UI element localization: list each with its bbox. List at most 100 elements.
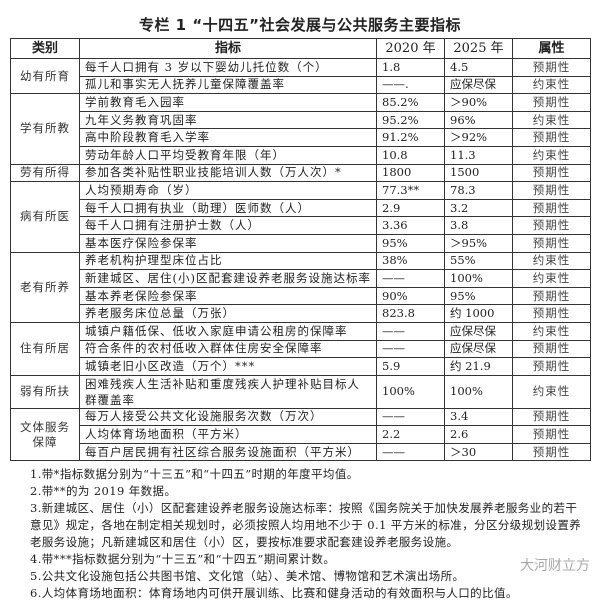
attribute-cell: 预期性 — [512, 163, 591, 183]
indicator-cell: 符合条件的农村低收入群体住房安全保障率 — [79, 339, 377, 359]
category-cell: 弱有所扶 — [10, 374, 80, 409]
footnote: 1.带*指标数据分别为“十三五”和“十四五”时期的年度平均值。 — [30, 467, 359, 481]
table-row: 住有所居 城镇户籍低保、低收入家庭申请公租房的保障率 —— 应保尽保 约束性 — [10, 321, 591, 376]
attribute-cell: 约束性 — [512, 269, 591, 288]
attribute-cell: 预期性 — [512, 58, 591, 77]
indicator-cell: 人均体育场地面积（平方米） — [79, 425, 377, 444]
footnote: 3.新建城区、居住（小）区配套建设养老服务设施达标率：按照《国务院关于加快发展养… — [30, 501, 582, 549]
value-2025-cell: 11.3 — [444, 145, 513, 165]
value-2020-cell: 38% — [376, 251, 445, 271]
value-2020-cell: 2.9 — [376, 198, 445, 218]
value-2025-cell: 3.8 — [444, 216, 513, 235]
value-2025-cell: 约 1000 — [444, 304, 513, 323]
footnote: 5.公共文化设施包括公共图书馆、文化馆（站）、美术馆、博物馆和艺术演出场所。 — [30, 569, 465, 583]
attribute-cell: 预期性 — [512, 442, 591, 462]
indicator-cell: 城镇户籍低保、低收入家庭申请公租房的保障率 — [79, 321, 377, 341]
value-2020-cell: 3.36 — [376, 216, 445, 235]
attribute-cell: 预期性 — [512, 425, 591, 444]
attribute-cell: 预期性 — [512, 198, 591, 218]
value-2020-cell: ——. — [376, 75, 445, 95]
table-row: 每千人口拥有执业（助理）医师数（人） 2.9 3.2 预期性 — [11, 198, 591, 218]
category-cell: 学有所教 — [10, 93, 80, 165]
table-row: 每千人口拥有注册护士数（人） 3.36 3.8 预期性 — [11, 216, 591, 235]
value-2020-cell: —— — [376, 339, 445, 359]
value-2025-cell: ＞92% — [444, 128, 513, 147]
attribute-cell: 约束性 — [512, 251, 591, 271]
indicator-cell: 基本医疗保险参保率 — [79, 233, 377, 253]
table-row: 人均体育场地面积（平方米） 2.2 2.6 预期性 — [11, 425, 591, 444]
indicator-cell: 参加各类补贴性职业技能培训人数（万人次）* — [79, 163, 377, 183]
footnote: 2.带**的为 2019 年数据。 — [30, 484, 177, 498]
table-row: 符合条件的农村低收入群体住房安全保障率 —— 应保尽保 预期性 — [11, 339, 591, 359]
value-2020-cell: 5.9 — [376, 357, 445, 376]
attribute-cell: 约束性 — [512, 110, 591, 130]
footnotes: 1.带*指标数据分别为“十三五”和“十四五”时期的年度平均值。 2.带**的为 … — [30, 466, 585, 602]
table-row: 九年义务教育巩固率 95.2% 96% 约束性 — [11, 110, 591, 130]
value-2025-cell: 96% — [444, 110, 513, 130]
value-2025-cell: 55% — [444, 251, 513, 271]
table-row: 高中阶段教育毛入学率 91.2% ＞92% 预期性 — [11, 128, 591, 147]
category-cell: 文体服务保障 — [10, 407, 80, 462]
value-2020-cell: —— — [376, 269, 445, 288]
header-2020: 2020 年 — [376, 38, 445, 59]
value-2020-cell: 10.8 — [376, 145, 445, 165]
value-2025-cell: 3.4 — [444, 407, 513, 427]
watermark: 大河财立方 — [520, 558, 590, 574]
value-2025-cell: 78.3 — [444, 181, 513, 200]
indicators-table: 类别 指标 2020 年 2025 年 属性 幼有所育 每千人口拥有 3 岁以下婴… — [10, 38, 591, 462]
indicator-cell: 每千人口拥有执业（助理）医师数（人） — [79, 198, 377, 218]
table-row: 老有所养 养老机构护理型床位占比 38% 55% 约束性 — [10, 251, 591, 323]
indicator-cell: 劳动年龄人口平均受教育年限（年） — [79, 145, 377, 165]
category-cell: 老有所养 — [10, 251, 80, 323]
value-2025-cell: ＞90% — [444, 93, 513, 112]
attribute-cell: 预期性 — [512, 233, 591, 253]
value-2025-cell: 100% — [444, 374, 513, 409]
attribute-cell: 预期性 — [512, 216, 591, 235]
value-2025-cell: 应保尽保 — [444, 321, 513, 341]
header-attribute: 属性 — [512, 38, 591, 59]
table-row: 基本医疗保险参保率 95% ＞95% 预期性 — [11, 233, 591, 253]
table-row: 新建城区、居住(小)区配套建设养老服务设施达标率 —— 100% 约束性 — [11, 269, 591, 288]
attribute-cell: 预期性 — [512, 286, 591, 306]
attribute-cell: 预期性 — [512, 407, 591, 427]
indicator-cell: 学前教育毛入园率 — [79, 93, 377, 112]
value-2020-cell: 1.8 — [376, 58, 445, 77]
value-2025-cell: 100% — [444, 269, 513, 288]
value-2025-cell: 2.6 — [444, 425, 513, 444]
footnote: 6.人均体育场地面积：体育场地内可供开展训练、比赛和健身活动的有效面积与人口的比… — [30, 586, 518, 600]
attribute-cell: 约束性 — [512, 321, 591, 341]
value-2025-cell: 约 21.9 — [444, 357, 513, 376]
footnote: 4.带***指标数据分别为“十三五”和“十四五”期间累计数。 — [30, 552, 336, 566]
header-row: 类别 指标 2020 年 2025 年 属性 — [10, 38, 591, 59]
value-2020-cell: 2.2 — [376, 425, 445, 444]
table-row: 劳有所得 参加各类补贴性职业技能培训人数（万人次）* 1800 1500 预期性 — [10, 163, 591, 183]
category-cell: 住有所居 — [10, 321, 80, 376]
value-2025-cell: 3.2 — [444, 198, 513, 218]
category-cell: 病有所医 — [10, 181, 80, 253]
indicator-cell: 人均预期寿命（岁） — [79, 181, 377, 200]
value-2020-cell: 90% — [376, 286, 445, 306]
table-row: 养老服务床位总量（万张） 823.8 约 1000 预期性 — [11, 304, 591, 323]
header-category: 类别 — [10, 38, 80, 59]
indicator-cell: 每万人接受公共文化设施服务次数（万次） — [79, 407, 377, 427]
indicator-cell: 九年义务教育巩固率 — [79, 110, 377, 130]
value-2020-cell: 95% — [376, 233, 445, 253]
indicator-cell: 每百户居民拥有社区综合服务设施面积（平方米） — [79, 442, 377, 462]
value-2025-cell: 95% — [444, 286, 513, 306]
value-2020-cell: —— — [376, 407, 445, 427]
attribute-cell: 预期性 — [512, 304, 591, 323]
table-title: 专栏 1 “十四五”社会发展与公共服务主要指标 — [138, 16, 462, 34]
indicator-cell: 困难残疾人生活补贴和重度残疾人护理补贴目标人群覆盖率 — [79, 374, 377, 409]
value-2020-cell: 95.2% — [376, 110, 445, 130]
indicator-cell: 城镇老旧小区改造（万个）*** — [79, 357, 377, 376]
category-cell: 幼有所育 — [10, 57, 80, 95]
value-2020-cell: 91.2% — [376, 128, 445, 147]
value-2020-cell: —— — [376, 442, 445, 462]
table-row: 幼有所育 每千人口拥有 3 岁以下婴幼儿托位数（个） 1.8 4.5 预期性 — [10, 57, 591, 95]
indicator-cell: 孤儿和事实无人抚养儿童保障覆盖率 — [79, 75, 377, 95]
indicator-cell: 新建城区、居住(小)区配套建设养老服务设施达标率 — [79, 269, 377, 288]
indicator-cell: 基本养老保险参保率 — [79, 286, 377, 306]
indicator-cell: 高中阶段教育毛入学率 — [79, 128, 377, 147]
table-row: 每百户居民拥有社区综合服务设施面积（平方米） —— ＞30 预期性 — [11, 442, 591, 462]
table-row: 劳动年龄人口平均受教育年限（年） 10.8 11.3 约束性 — [11, 145, 591, 165]
